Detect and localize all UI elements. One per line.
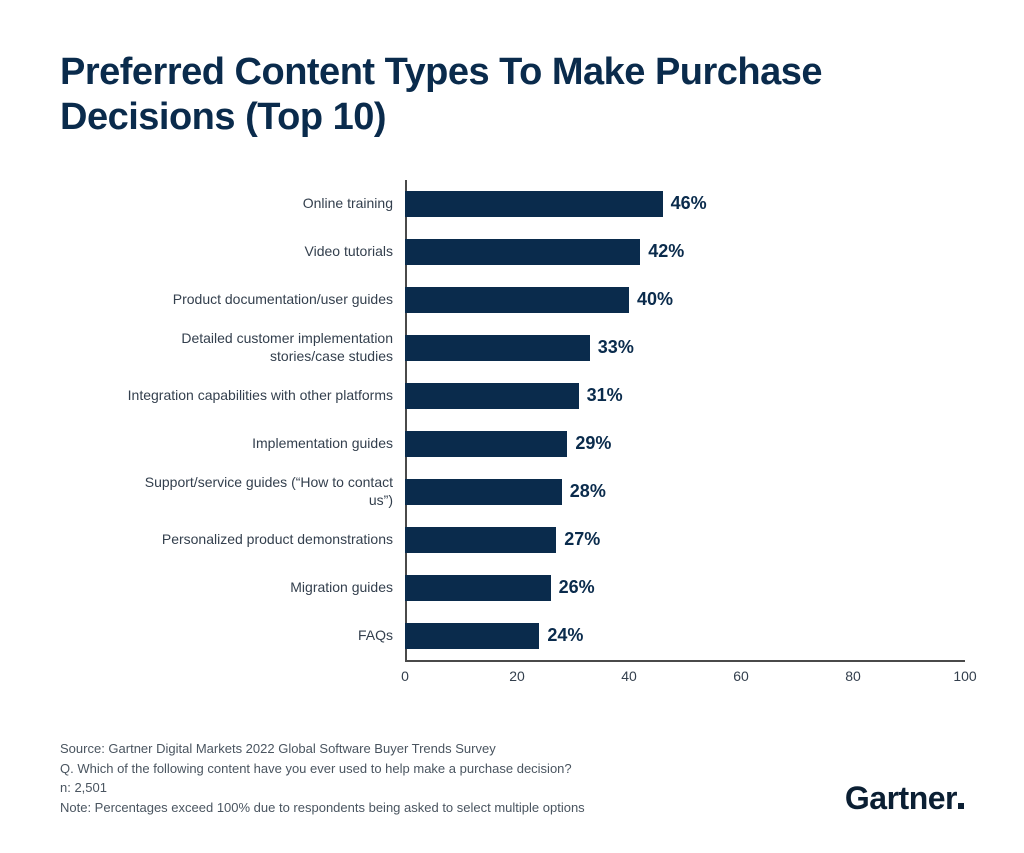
brand-logo: Gartner	[845, 780, 964, 817]
bar-value: 24%	[547, 625, 583, 646]
bar	[405, 383, 579, 409]
source-line: Note: Percentages exceed 100% due to res…	[60, 798, 585, 818]
chart-row: Detailed customer implementation stories…	[120, 324, 980, 372]
bar-label: Migration guides	[120, 579, 405, 597]
chart-title: Preferred Content Types To Make Purchase…	[60, 50, 964, 140]
bar-plot: 31%	[405, 372, 965, 420]
x-tick: 100	[953, 668, 976, 684]
bar-value: 33%	[598, 337, 634, 358]
bar	[405, 191, 663, 217]
chart-row: Product documentation/user guides 40%	[120, 276, 980, 324]
x-axis: 020406080100	[405, 660, 965, 690]
bar-label: Video tutorials	[120, 243, 405, 261]
bar	[405, 479, 562, 505]
chart-row: Personalized product demonstrations 27%	[120, 516, 980, 564]
source-block: Source: Gartner Digital Markets 2022 Glo…	[60, 739, 585, 817]
bar-value: 28%	[570, 481, 606, 502]
bar-value: 40%	[637, 289, 673, 310]
bar-label: Implementation guides	[120, 435, 405, 453]
bar-plot: 46%	[405, 180, 965, 228]
bar	[405, 335, 590, 361]
bar	[405, 575, 551, 601]
chart-rows: Online training 46% Video tutorials 42% Prod…	[120, 180, 980, 660]
bar-plot: 27%	[405, 516, 965, 564]
bar	[405, 239, 640, 265]
bar-value: 42%	[648, 241, 684, 262]
bar-label: Detailed customer implementation stories…	[120, 330, 405, 365]
bar-plot: 33%	[405, 324, 965, 372]
x-tick: 80	[845, 668, 861, 684]
bar-label: Integration capabilities with other plat…	[120, 387, 405, 405]
source-line: Source: Gartner Digital Markets 2022 Glo…	[60, 739, 585, 759]
bar-plot: 26%	[405, 564, 965, 612]
brand-text: Gartner	[845, 780, 957, 817]
bar	[405, 623, 539, 649]
bar-label: Support/service guides (“How to contact …	[120, 474, 405, 509]
bar-label: FAQs	[120, 627, 405, 645]
bar-plot: 29%	[405, 420, 965, 468]
bar-plot: 28%	[405, 468, 965, 516]
chart-row: FAQs 24%	[120, 612, 980, 660]
chart-row: Support/service guides (“How to contact …	[120, 468, 980, 516]
brand-dot-icon	[958, 803, 964, 809]
x-tick: 60	[733, 668, 749, 684]
x-tick: 0	[401, 668, 409, 684]
chart-row: Implementation guides 29%	[120, 420, 980, 468]
chart-row: Integration capabilities with other plat…	[120, 372, 980, 420]
chart-row: Online training 46%	[120, 180, 980, 228]
bar-value: 46%	[671, 193, 707, 214]
bar-value: 26%	[559, 577, 595, 598]
source-line: n: 2,501	[60, 778, 585, 798]
bar-label: Personalized product demonstrations	[120, 531, 405, 549]
chart: Online training 46% Video tutorials 42% Prod…	[120, 180, 980, 690]
bar-value: 29%	[575, 433, 611, 454]
x-tick: 20	[509, 668, 525, 684]
bar-label: Online training	[120, 195, 405, 213]
chart-row: Video tutorials 42%	[120, 228, 980, 276]
bar-plot: 40%	[405, 276, 965, 324]
bar-label: Product documentation/user guides	[120, 291, 405, 309]
bar	[405, 527, 556, 553]
footer: Source: Gartner Digital Markets 2022 Glo…	[60, 739, 964, 817]
bar-value: 27%	[564, 529, 600, 550]
x-tick: 40	[621, 668, 637, 684]
bar-value: 31%	[587, 385, 623, 406]
source-line: Q. Which of the following content have y…	[60, 759, 585, 779]
chart-row: Migration guides 26%	[120, 564, 980, 612]
bar-plot: 24%	[405, 612, 965, 660]
bar-plot: 42%	[405, 228, 965, 276]
bar	[405, 287, 629, 313]
bar	[405, 431, 567, 457]
